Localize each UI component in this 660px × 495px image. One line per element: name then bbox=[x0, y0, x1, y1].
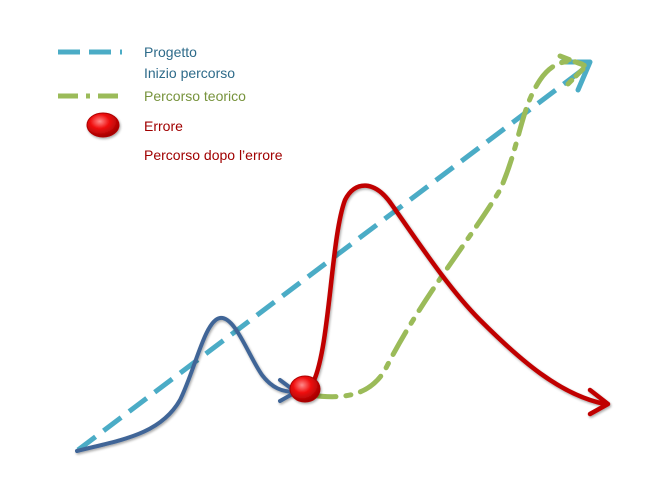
legend-swatch-error-dot bbox=[86, 112, 120, 138]
after-error-curve bbox=[307, 183, 608, 407]
legend-label-start: Inizio percorso bbox=[144, 65, 235, 81]
project-path bbox=[76, 59, 593, 452]
theoretical-arrowhead bbox=[557, 53, 589, 87]
project-arrowhead bbox=[559, 59, 593, 93]
legend-label-error: Errore bbox=[144, 118, 183, 134]
legend-item-after-error: Percorso dopo l’errore bbox=[58, 147, 283, 163]
after-error-path bbox=[307, 183, 611, 417]
legend-item-start: Inizio percorso bbox=[58, 65, 235, 81]
start-path bbox=[75, 316, 298, 453]
legend-label-after-error: Percorso dopo l’errore bbox=[144, 147, 283, 163]
legend-label-theoretical: Percorso teorico bbox=[144, 88, 246, 104]
legend-item-theoretical: Percorso teorico bbox=[58, 88, 246, 104]
after-error-arrowhead bbox=[587, 387, 611, 417]
legend-item-project: Progetto bbox=[58, 44, 197, 60]
theoretical-curve bbox=[307, 58, 585, 400]
error-point bbox=[289, 375, 321, 403]
legend-item-error: Errore bbox=[86, 112, 183, 138]
theoretical-path bbox=[307, 53, 589, 400]
legend: Progetto Inizio percorso Percorso teoric… bbox=[58, 44, 283, 163]
start-curve bbox=[75, 316, 298, 453]
project-line bbox=[76, 66, 587, 452]
legend-label-project: Progetto bbox=[144, 44, 197, 60]
